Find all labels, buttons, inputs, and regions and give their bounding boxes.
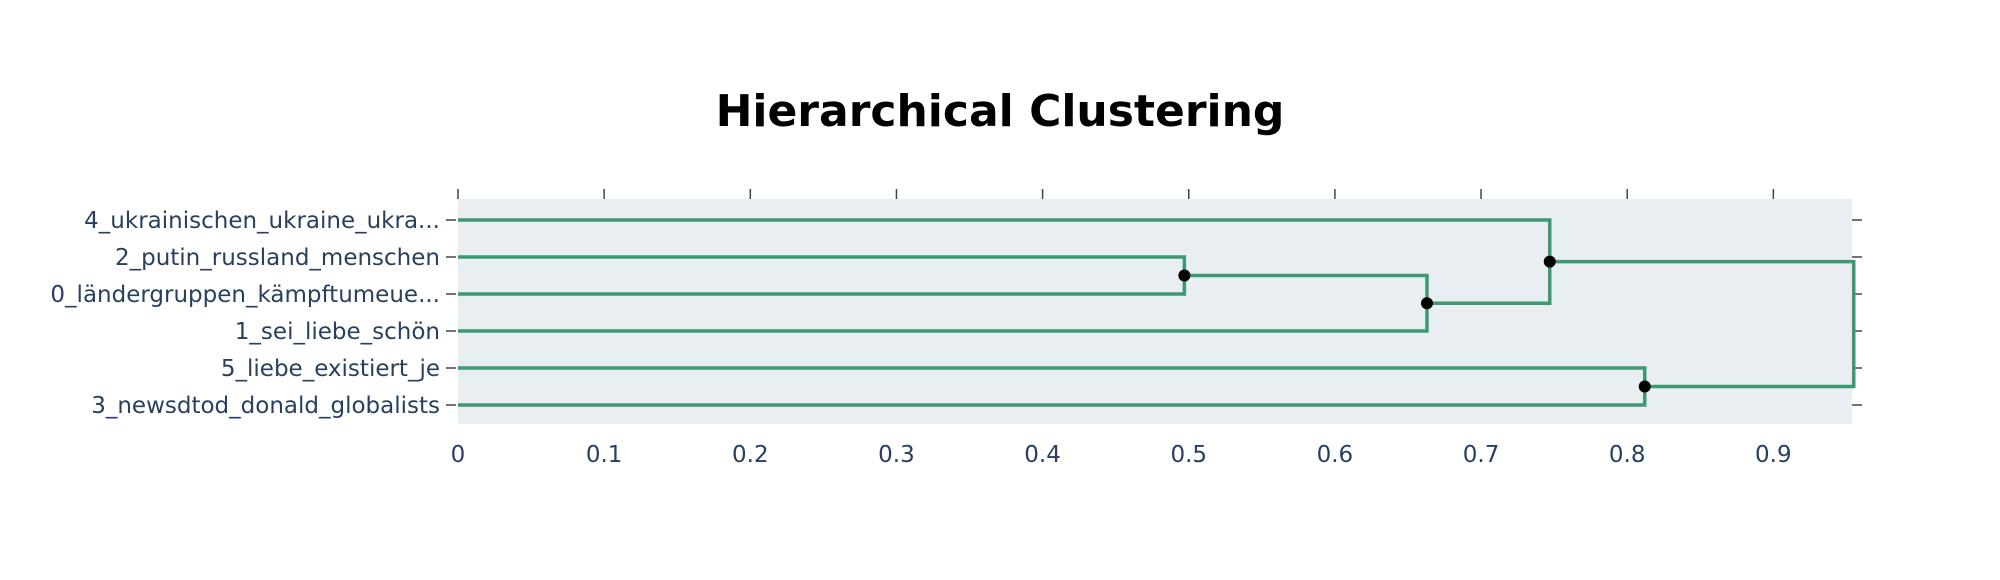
x-tick-label: 0.6 [1317, 442, 1354, 468]
dendrogram-link [1549, 259, 1856, 389]
x-tick-label: 0.5 [1170, 442, 1207, 468]
leaf-label: 0_ländergruppen_kämpftumeue... [50, 282, 440, 308]
leaf-label: 1_sei_liebe_schön [235, 319, 440, 345]
x-tick-label: 0.8 [1609, 442, 1646, 468]
merge-nodes [1178, 255, 1651, 393]
leaf-label: 5_liebe_existiert_je [221, 356, 440, 382]
x-tick-label: 0.2 [732, 442, 769, 468]
leaf-labels: 4_ukrainischen_ukraine_ukra... 2_putin_ru… [50, 208, 440, 419]
merge-node [1178, 269, 1191, 282]
leaf-label: 4_ukrainischen_ukraine_ukra... [84, 208, 440, 234]
x-tick-label: 0 [451, 442, 466, 468]
top-axis-ticks [457, 189, 1775, 199]
x-tick-label: 0.1 [586, 442, 623, 468]
x-tick-label: 0.9 [1755, 442, 1792, 468]
left-axis-ticks [446, 219, 456, 406]
x-tick-label: 0.7 [1463, 442, 1500, 468]
x-tick-label: 0.4 [1024, 442, 1061, 468]
x-tick-label: 0.3 [878, 442, 915, 468]
x-axis-tick-labels: 0 0.1 0.2 0.3 0.4 0.5 0.6 0.7 0.8 0.9 [451, 442, 1792, 468]
merge-node [1543, 255, 1556, 268]
leaf-label: 2_putin_russland_menschen [115, 245, 440, 271]
merge-node [1420, 297, 1433, 310]
merge-node [1638, 380, 1651, 393]
plot-area [458, 199, 1852, 424]
chart-title: Hierarchical Clustering [715, 86, 1285, 137]
leaf-label: 3_newsdtod_donald_globalists [91, 393, 440, 419]
